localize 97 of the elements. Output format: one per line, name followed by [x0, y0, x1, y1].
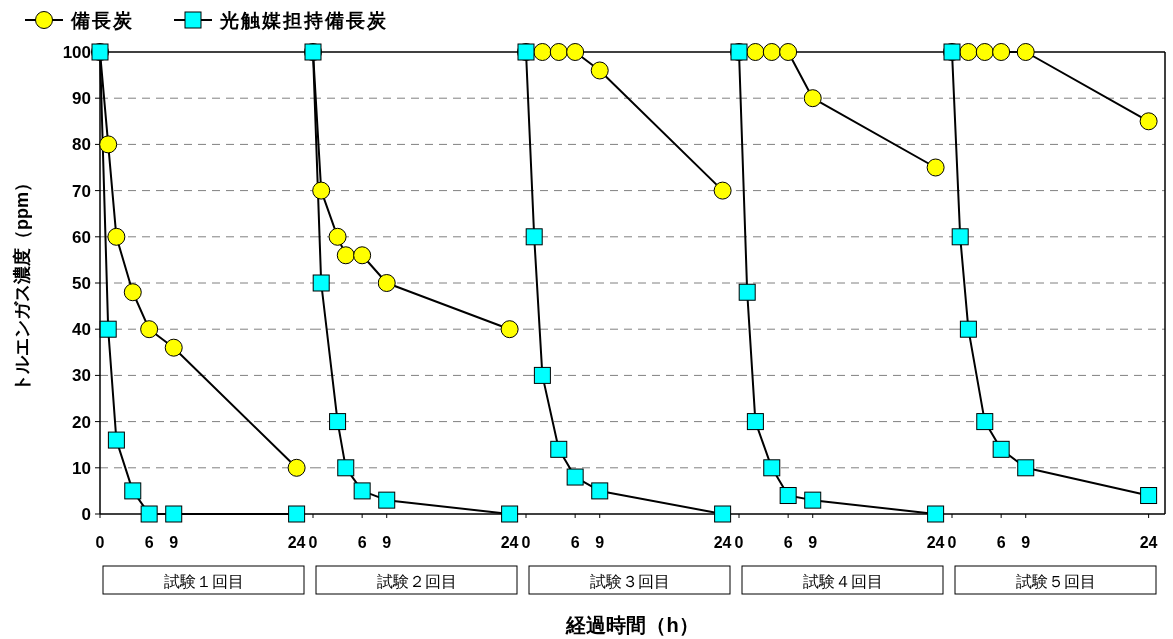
x-tick-label: 0 — [95, 534, 105, 551]
y-tick-label: 70 — [72, 181, 91, 201]
x-axis-title: 試験３回目 — [589, 573, 670, 590]
point — [288, 505, 306, 523]
text: 経過時間（h） — [565, 614, 699, 636]
x-tick-label: 24 — [500, 534, 519, 551]
x-tick-label: 9 — [808, 534, 818, 551]
x-tick-label: 9 — [595, 534, 605, 551]
point — [336, 246, 355, 265]
x-tick-label: 6 — [570, 534, 580, 551]
point — [1017, 459, 1035, 477]
point — [164, 338, 183, 357]
point — [590, 61, 609, 80]
point — [779, 43, 798, 61]
point — [377, 274, 396, 292]
point — [566, 43, 585, 61]
point — [353, 246, 372, 265]
y-tick-label: 90 — [72, 89, 91, 109]
point — [107, 227, 126, 246]
point — [713, 181, 732, 200]
point — [959, 320, 977, 338]
y-tick-label: 30 — [72, 366, 91, 386]
point — [329, 413, 347, 431]
y-tick-label: 20 — [72, 412, 91, 432]
point — [976, 413, 994, 431]
x-tick-label: 0 — [308, 534, 318, 551]
point — [992, 440, 1010, 458]
point — [287, 458, 306, 477]
point — [337, 459, 355, 477]
point — [992, 43, 1011, 61]
point — [566, 468, 584, 486]
x-tick-label: 6 — [357, 534, 367, 551]
point — [140, 320, 159, 339]
point — [746, 413, 764, 431]
point — [975, 43, 994, 61]
point — [501, 505, 519, 523]
point — [549, 43, 568, 61]
x-tick-label: 6 — [996, 534, 1006, 551]
point — [738, 283, 756, 301]
y-tick-label: 60 — [72, 227, 91, 247]
point — [99, 320, 117, 338]
x-tick-label: 6 — [783, 534, 793, 551]
x-tick-label: 9 — [1021, 534, 1031, 551]
point — [312, 181, 331, 200]
point — [746, 43, 765, 61]
x-tick-label: 6 — [144, 534, 154, 551]
point — [165, 505, 183, 523]
point — [591, 482, 609, 500]
x-axis-title: 試験１回目 — [163, 573, 244, 590]
x-tick-label: 9 — [169, 534, 179, 551]
point — [763, 459, 781, 477]
point — [124, 482, 142, 500]
legend-label: 備長炭 — [70, 10, 134, 31]
y-axis-title: トルエンガス濃度（ppm） — [12, 174, 32, 392]
x-tick-label: 24 — [713, 534, 732, 551]
point — [803, 89, 822, 108]
point — [804, 491, 822, 509]
point — [328, 227, 347, 246]
point — [1139, 112, 1158, 131]
point — [533, 43, 552, 61]
point — [353, 482, 371, 500]
x-tick-label: 0 — [521, 534, 531, 551]
point — [378, 491, 396, 509]
y-tick-label: 0 — [81, 505, 91, 524]
point — [1016, 43, 1035, 61]
point — [959, 43, 978, 61]
point — [312, 274, 330, 292]
point — [140, 505, 158, 523]
point — [550, 440, 568, 458]
x-tick-label: 9 — [382, 534, 392, 551]
y-tick-label: 10 — [72, 458, 91, 478]
point — [926, 158, 945, 177]
point — [1140, 487, 1158, 505]
x-axis-title: 試験５回目 — [1015, 573, 1096, 590]
point — [123, 283, 142, 302]
y-tick-label: 40 — [72, 320, 91, 340]
y-tick-label: 100 — [62, 43, 91, 62]
x-tick-label: 24 — [287, 534, 306, 551]
point — [525, 228, 543, 246]
point — [500, 320, 519, 339]
x-axis-title: 試験２回目 — [376, 573, 457, 590]
x-axis-title: 試験４回目 — [802, 573, 883, 590]
point — [107, 431, 125, 449]
x-tick-label: 0 — [947, 534, 957, 551]
y-tick-label: 50 — [72, 274, 91, 293]
point — [99, 135, 118, 154]
x-tick-label: 0 — [734, 534, 744, 551]
point — [779, 487, 797, 505]
point — [533, 366, 551, 384]
y-tick-label: 80 — [72, 135, 91, 155]
point — [762, 43, 781, 61]
legend-label: 光触媒担持備長炭 — [219, 10, 388, 31]
point — [714, 505, 732, 523]
x-tick-label: 24 — [1139, 534, 1158, 551]
x-tick-label: 24 — [926, 534, 945, 551]
point — [951, 228, 969, 246]
point — [927, 505, 945, 523]
